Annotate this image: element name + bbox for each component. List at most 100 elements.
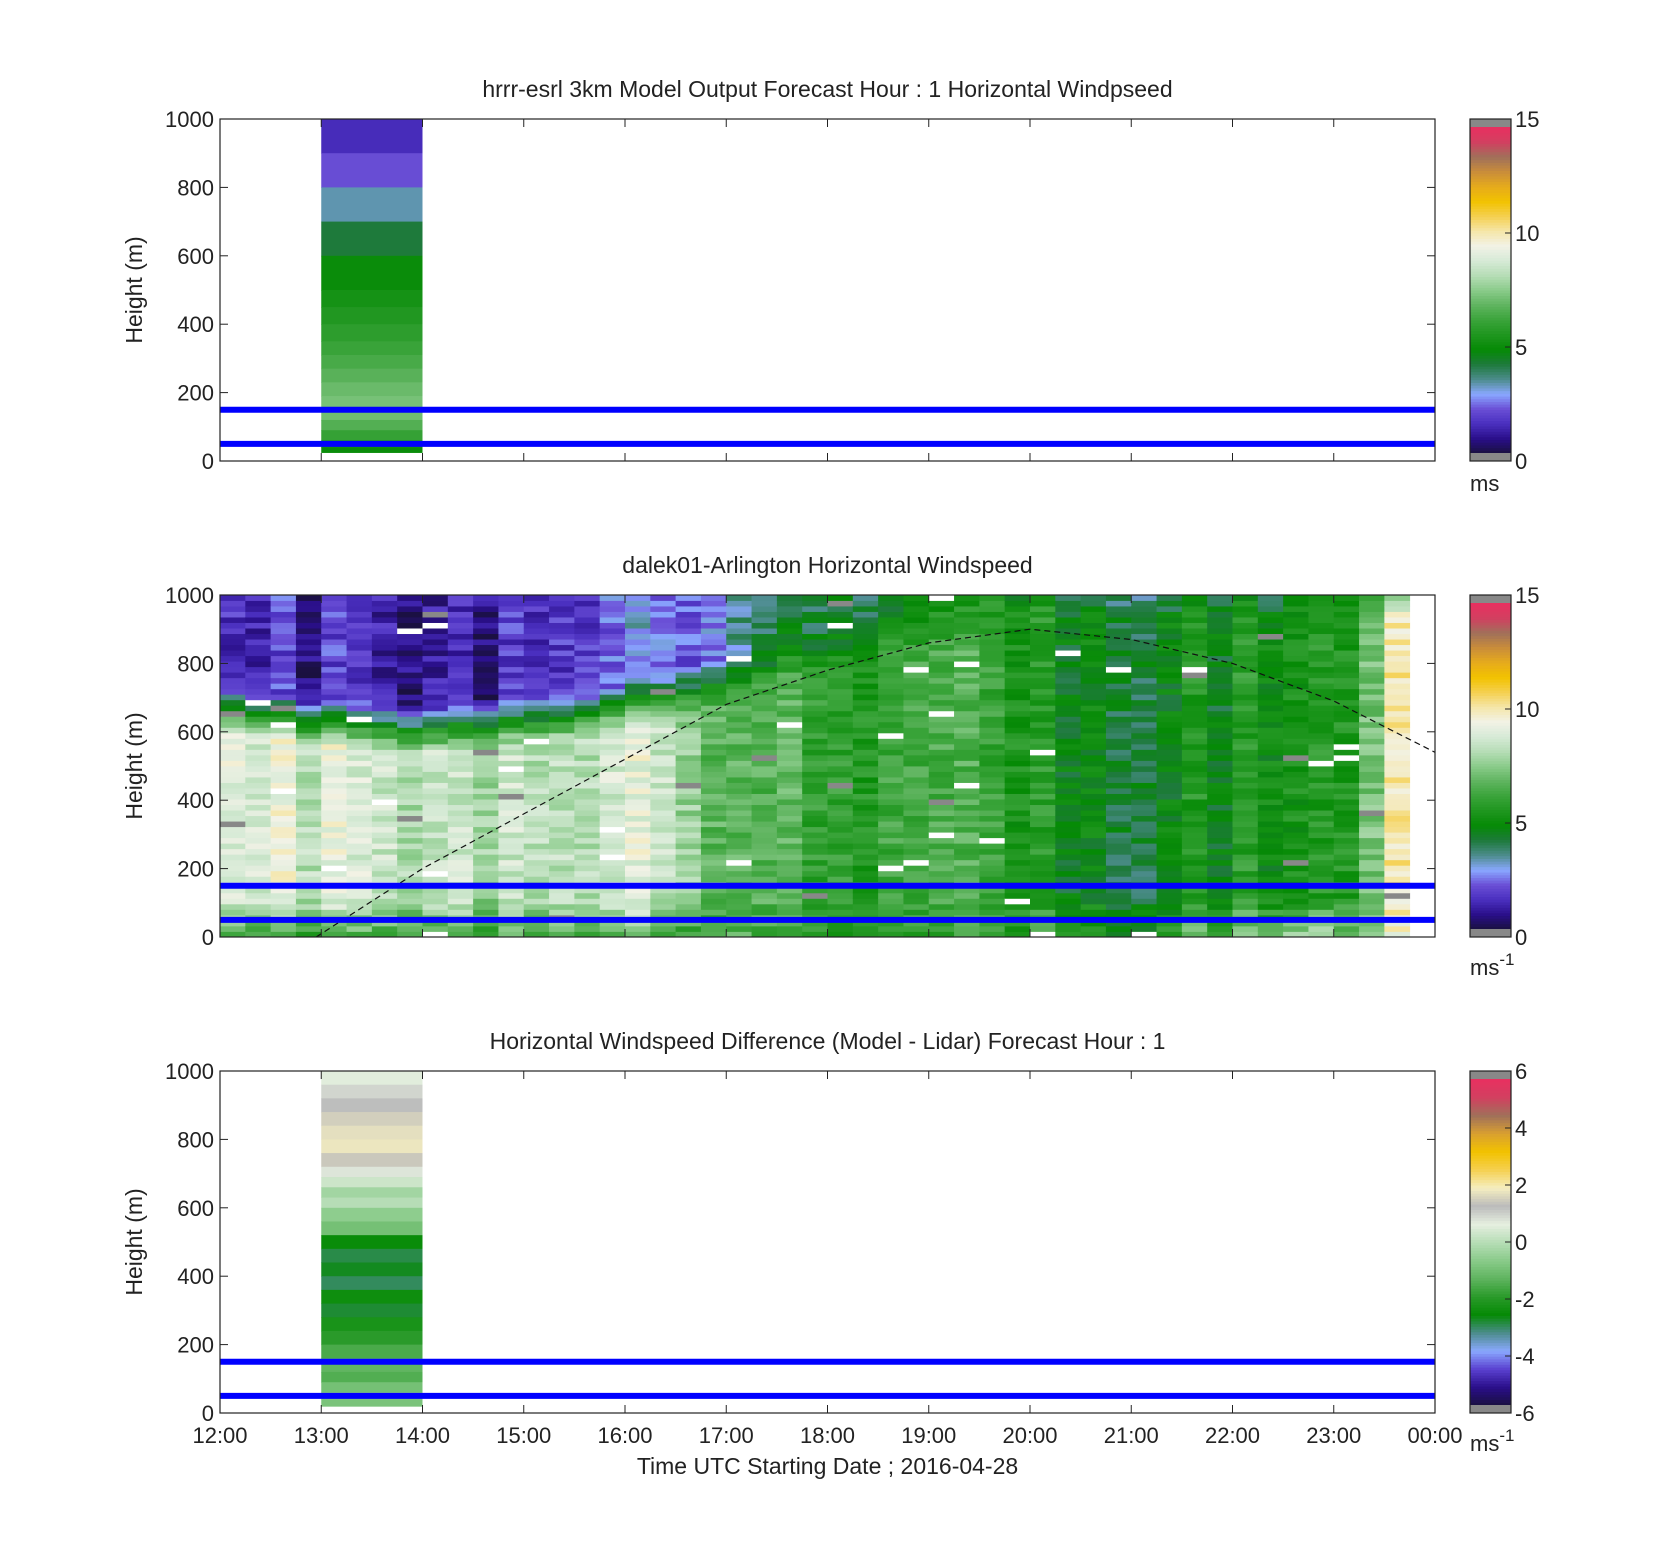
colorbar-segment (1470, 793, 1511, 797)
lidar-cell (523, 633, 550, 640)
lidar-cell (523, 821, 550, 828)
lidar-cell (1080, 727, 1107, 734)
lidar-cell (1308, 655, 1335, 662)
lidar-cell (1131, 865, 1157, 872)
lidar-cell (371, 644, 398, 651)
lidar-cell (245, 848, 272, 855)
lidar-cell (523, 628, 550, 635)
lidar-cell (1181, 611, 1208, 618)
lidar-cell (422, 655, 449, 662)
lidar-cell (371, 865, 398, 872)
lidar-cell (751, 672, 778, 679)
lidar-cell (954, 617, 980, 623)
lidar-cell (751, 766, 778, 772)
model-cell (321, 255, 423, 291)
lidar-cell (1030, 611, 1056, 618)
lidar-cell (321, 892, 347, 899)
lidar-cell (397, 931, 423, 937)
lidar-cell (1030, 743, 1056, 750)
lidar-cell (1283, 606, 1309, 612)
lidar-cell (498, 788, 525, 794)
lidar-cell (371, 595, 398, 601)
lidar-cell (979, 628, 1006, 635)
colorbar-segment (1470, 137, 1511, 142)
lidar-cell (1004, 677, 1031, 684)
chart-title: dalek01-Arlington Horizontal Windspeed (622, 552, 1032, 578)
lidar-cell (726, 611, 752, 618)
lidar-cell (650, 832, 677, 839)
lidar-cell (650, 887, 677, 894)
lidar-cell (1080, 672, 1107, 679)
lidar-cell (1308, 749, 1335, 756)
colorbar-segment (1470, 1388, 1511, 1393)
lidar-cell (878, 810, 904, 817)
lidar-cell (1156, 843, 1183, 850)
lidar-cell (903, 909, 930, 916)
lidar-cell (1359, 699, 1385, 706)
lidar-cell (1055, 832, 1082, 839)
colorbar-segment (1470, 406, 1511, 411)
colorbar-segment (1470, 619, 1511, 623)
lidar-cell (447, 876, 474, 883)
model-cell (321, 1084, 423, 1099)
colorbar-segment (1470, 1160, 1511, 1164)
lidar-cell (1181, 688, 1208, 695)
colorbar-segment (1470, 154, 1511, 158)
lidar-cell (852, 788, 879, 794)
lidar-cell (599, 892, 626, 899)
colorbar-segment (1470, 1364, 1511, 1368)
lidar-cell (599, 903, 626, 910)
lidar-cell (878, 633, 904, 640)
lidar-cell (827, 887, 854, 894)
lidar-cell (397, 826, 423, 833)
lidar-cell (1105, 633, 1132, 640)
lidar-cell (1156, 644, 1183, 651)
lidar-cell (1257, 865, 1284, 872)
lidar-cell (599, 727, 626, 734)
lidar-cell (245, 760, 272, 767)
lidar-cell (1207, 749, 1233, 756)
lidar-cell (574, 716, 601, 723)
lidar-cell (650, 732, 677, 739)
model-cell (321, 1235, 423, 1250)
lidar-cell (1308, 606, 1335, 612)
lidar-cell (979, 595, 1006, 601)
lidar-cell (397, 848, 423, 855)
lidar-cell (650, 611, 677, 618)
lidar-cell (1232, 639, 1259, 646)
lidar-cell (498, 887, 525, 894)
lidar-cell (473, 644, 499, 651)
lidar-cell (599, 826, 626, 833)
lidar-cell (1004, 865, 1031, 872)
lidar-cell (726, 694, 752, 701)
lidar-cell (1384, 727, 1411, 734)
lidar-cell (625, 672, 651, 679)
lidar-cell (220, 672, 246, 679)
lidar-cell (979, 925, 1006, 932)
lidar-cell (473, 639, 499, 646)
lidar-cell (523, 832, 550, 839)
lidar-cell (1257, 892, 1284, 899)
lidar-cell (726, 920, 752, 927)
lidar-cell (245, 782, 272, 789)
lidar-cell (1004, 754, 1031, 761)
lidar-cell (852, 688, 879, 695)
lidar-cell (726, 909, 752, 916)
lidar-cell (498, 683, 525, 690)
lidar-cell (599, 754, 626, 761)
lidar-cell (726, 727, 752, 734)
lidar-cell (625, 848, 651, 855)
lidar-cell (878, 694, 904, 701)
lidar-cell (1156, 617, 1183, 623)
lidar-cell (852, 738, 879, 745)
lidar-cell (1004, 826, 1031, 833)
colorbar-segment (1470, 232, 1511, 237)
lidar-cell (447, 865, 474, 872)
lidar-cell (1207, 721, 1233, 728)
lidar-cell (1004, 810, 1031, 817)
lidar-cell (498, 854, 525, 861)
lidar-cell (650, 688, 677, 695)
lidar-cell (1359, 799, 1385, 806)
colorbar-segment (1470, 146, 1511, 150)
lidar-cell (1131, 606, 1157, 612)
